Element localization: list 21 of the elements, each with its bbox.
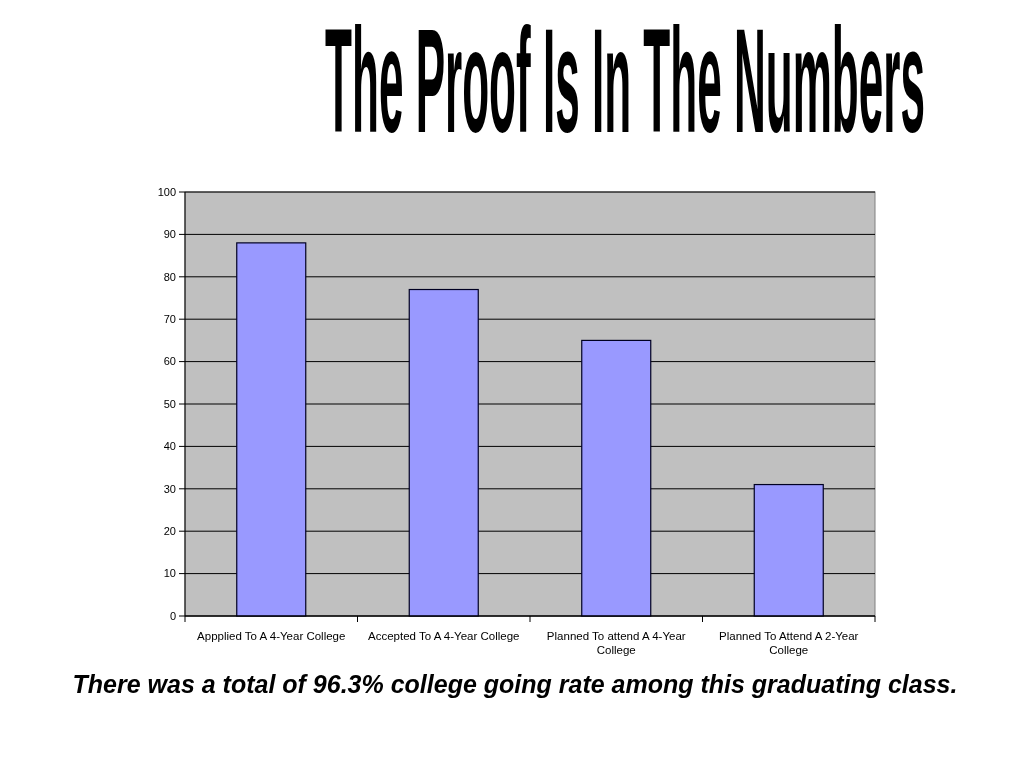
bar bbox=[753, 483, 824, 617]
text: There was a total of 96.3% college going rate among this graduating class. bbox=[72, 670, 958, 698]
x-tick-label: Planned To attend A 4-Year College bbox=[546, 630, 686, 656]
bar bbox=[581, 339, 652, 617]
y-tick-label: 50 bbox=[163, 397, 176, 410]
y-tick-label: 90 bbox=[163, 228, 176, 241]
x-tick-label: Accepted To A 4-Year College bbox=[367, 630, 520, 642]
y-tick-label: 80 bbox=[163, 270, 176, 283]
y-tick-label: 20 bbox=[163, 525, 176, 538]
x-tick-label: Appplied To A 4-Year College bbox=[197, 630, 346, 642]
y-tick-label: 30 bbox=[163, 482, 176, 495]
bar bbox=[236, 242, 307, 617]
chart-title: The Proof Is In The Numbers bbox=[325, 0, 925, 164]
y-tick-label: 60 bbox=[163, 355, 176, 368]
y-tick-label: 10 bbox=[163, 567, 176, 580]
y-tick-label: 40 bbox=[163, 440, 176, 453]
y-tick-label: 0 bbox=[169, 609, 176, 622]
bar bbox=[408, 288, 479, 617]
y-tick-label: 70 bbox=[163, 313, 176, 326]
y-tick-label: 100 bbox=[157, 185, 176, 198]
x-tick-label: Planned To Attend A 2-Year College bbox=[719, 630, 859, 656]
